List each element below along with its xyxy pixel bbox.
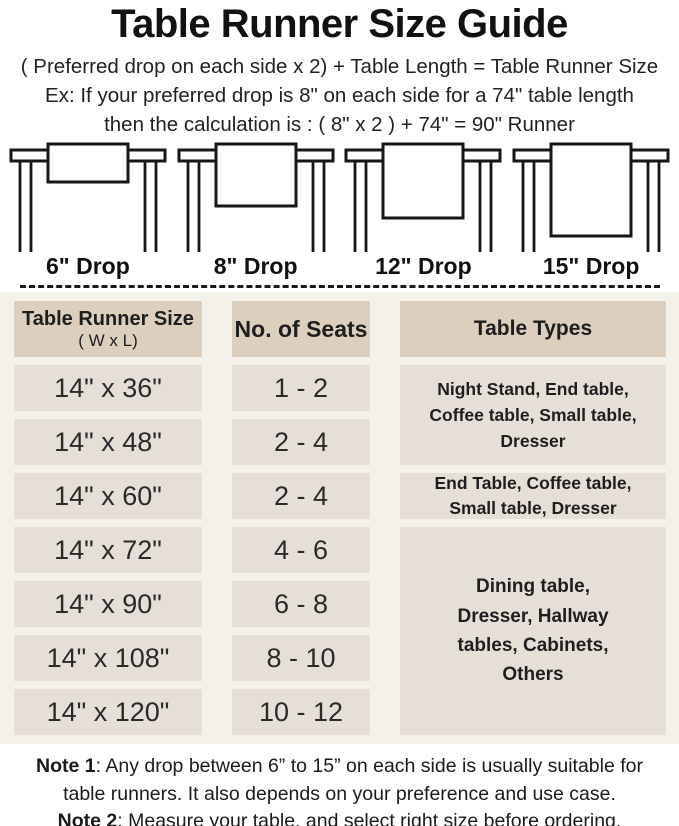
runner-size-cell: 14" x 120" bbox=[14, 689, 202, 735]
drop-figure-12in: 12" Drop bbox=[340, 142, 508, 280]
table-runner-12in-drop-diagram bbox=[344, 142, 502, 252]
table-types-group-rows-1-2: Night Stand, End table, Coffee table, Sm… bbox=[400, 365, 666, 465]
seats-cell: 10 - 12 bbox=[232, 689, 370, 735]
column-header-table-types: Table Types bbox=[400, 301, 666, 357]
drop-label-6in: 6" Drop bbox=[46, 253, 130, 279]
seats-value: 1 - 2 bbox=[273, 372, 329, 403]
table-types-text: Dining table, Dresser, Hallway tables, C… bbox=[457, 576, 609, 686]
runner-size-cell: 14" x 36" bbox=[14, 365, 202, 411]
table-types-text: Night Stand, End table, Coffee table, Sm… bbox=[429, 378, 637, 452]
drop-label-15in: 15" Drop bbox=[542, 253, 640, 279]
table-types-group-rows-4-7: Dining table, Dresser, Hallway tables, C… bbox=[400, 527, 666, 735]
seats-value: 10 - 12 bbox=[258, 696, 344, 727]
note-2-text: : Measure your table, and select right s… bbox=[117, 810, 622, 826]
table-types-text: End Table, Coffee table, Small table, Dr… bbox=[434, 472, 632, 518]
runner-size-value: 14" x 108" bbox=[46, 642, 170, 673]
note-1-label: Note 1 bbox=[35, 755, 96, 777]
seats-value: 4 - 6 bbox=[273, 534, 329, 565]
runner-size-cell: 14" x 60" bbox=[14, 473, 202, 519]
seats-cell: 2 - 4 bbox=[232, 419, 370, 465]
runner-size-value: 14" x 72" bbox=[54, 534, 162, 565]
table-types-group-row-3: End Table, Coffee table, Small table, Dr… bbox=[400, 473, 666, 519]
column-header-runner-size: Table Runner Size ( W x L) bbox=[14, 301, 202, 357]
runner-size-header-subtitle: ( W x L) bbox=[78, 330, 138, 350]
example-line-1: Ex: If your preferred drop is 8" on each… bbox=[45, 84, 634, 107]
runner-size-cell: 14" x 90" bbox=[14, 581, 202, 627]
seats-value: 2 - 4 bbox=[273, 426, 329, 457]
table-runner-15in-drop-diagram bbox=[512, 142, 670, 252]
seats-cell: 4 - 6 bbox=[232, 527, 370, 573]
table-types-header-title: Table Types bbox=[473, 317, 593, 340]
seats-cell: 8 - 10 bbox=[232, 635, 370, 681]
seats-cell: 1 - 2 bbox=[232, 365, 370, 411]
dashed-divider bbox=[19, 285, 660, 288]
runner-size-value: 14" x 60" bbox=[54, 480, 162, 511]
example-line-2: then the calculation is : ( 8" x 2 ) + 7… bbox=[104, 113, 575, 136]
table-runner-8in-drop-diagram bbox=[177, 142, 335, 252]
note-1-text-line-2: table runners. It also depends on your p… bbox=[63, 782, 616, 805]
drop-figure-15in: 15" Drop bbox=[507, 142, 675, 280]
notes-section: Note 1: Any drop between 6” to 15” on ea… bbox=[0, 753, 679, 826]
runner-size-cell: 14" x 108" bbox=[14, 635, 202, 681]
seats-header-title: No. of Seats bbox=[234, 315, 368, 342]
drop-label-8in: 8" Drop bbox=[213, 253, 298, 279]
drop-figure-6in: 6" Drop bbox=[4, 142, 172, 280]
header-section: Table Runner Size Guide ( Preferred drop… bbox=[0, 0, 679, 137]
runner-size-cell: 14" x 72" bbox=[14, 527, 202, 573]
formula-line: ( Preferred drop on each side x 2) + Tab… bbox=[20, 55, 659, 78]
note-1-text-line-1: : Any drop between 6” to 15” on each sid… bbox=[95, 755, 644, 777]
table-runner-6in-drop-diagram bbox=[9, 142, 167, 252]
note-2: Note 2: Measure your table, and select r… bbox=[0, 808, 679, 826]
note-1: Note 1: Any drop between 6” to 15” on ea… bbox=[0, 753, 679, 808]
size-table: Table Runner Size ( W x L) No. of Seats … bbox=[14, 301, 668, 735]
runner-size-header-title: Table Runner Size bbox=[22, 307, 194, 330]
drop-figure-8in: 8" Drop bbox=[172, 142, 340, 280]
runner-size-cell: 14" x 48" bbox=[14, 419, 202, 465]
drop-figures-row: 6" Drop 8" Drop 12" Drop bbox=[0, 142, 679, 280]
size-table-panel: Table Runner Size ( W x L) No. of Seats … bbox=[0, 292, 679, 744]
seats-value: 8 - 10 bbox=[266, 642, 336, 673]
note-2-label: Note 2 bbox=[57, 810, 118, 826]
page-title: Table Runner Size Guide bbox=[111, 2, 568, 46]
seats-value: 6 - 8 bbox=[273, 588, 329, 619]
runner-size-value: 14" x 90" bbox=[54, 588, 162, 619]
drop-label-12in: 12" Drop bbox=[375, 253, 472, 279]
seats-cell: 2 - 4 bbox=[232, 473, 370, 519]
seats-cell: 6 - 8 bbox=[232, 581, 370, 627]
runner-size-value: 14" x 120" bbox=[46, 696, 170, 727]
runner-size-value: 14" x 48" bbox=[54, 426, 162, 457]
runner-size-value: 14" x 36" bbox=[54, 372, 162, 403]
column-header-seats: No. of Seats bbox=[232, 301, 370, 357]
seats-value: 2 - 4 bbox=[273, 480, 329, 511]
